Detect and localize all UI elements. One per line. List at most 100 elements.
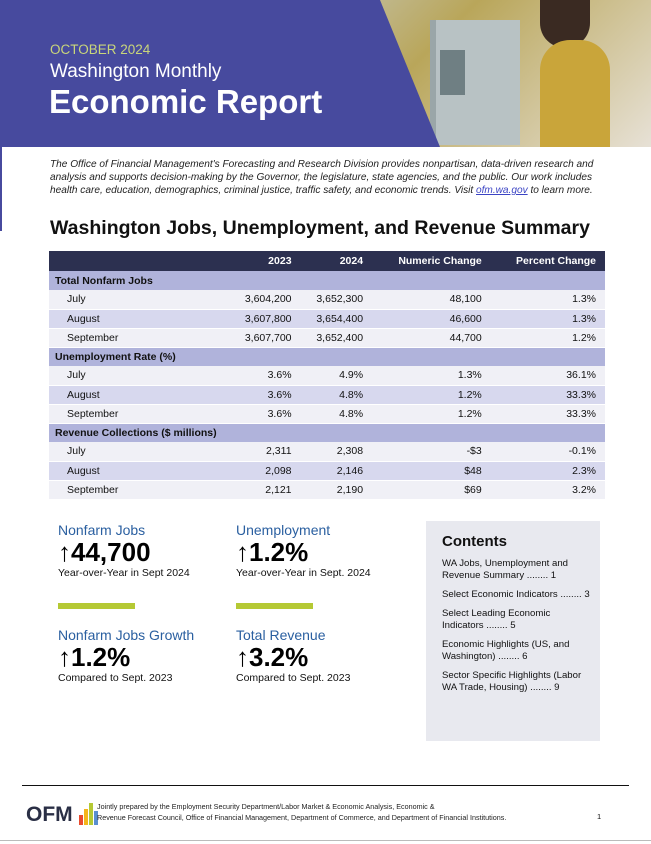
cell: 3.6% [229,385,301,405]
stat-value: ↑1.2% [236,537,309,567]
row-label: July [49,442,229,462]
cell: 2,146 [300,461,373,481]
contents-item-page: 1 [550,570,557,581]
cell: $69 [372,480,491,500]
table-row: September 3,607,700 3,652,400 44,700 1.2% [49,328,605,348]
cell: 33.3% [490,404,605,424]
ofm-logo-bars-icon [79,801,99,825]
stat-value: ↑1.2% [58,642,131,672]
cell: 2.3% [490,461,605,481]
cell: 2,311 [229,442,301,462]
group-row: Unemployment Rate (%) [49,347,605,366]
cell: 1.2% [490,328,605,348]
column-header [49,251,229,271]
intro-text: The Office of Financial Management's For… [50,159,594,196]
cell: -0.1% [490,442,605,462]
cell: -$3 [372,442,491,462]
stat-caption: Year-over-Year in Sept. 2024 [236,567,371,579]
stat-value: ↑44,700 [58,537,151,567]
stat-label: Nonfarm Jobs Growth [58,627,195,643]
report-subtitle: Washington Monthly [50,61,222,82]
cell: 33.3% [490,385,605,405]
cell: 3.6% [229,366,301,386]
table-row: August 3.6% 4.8% 1.2% 33.3% [49,385,605,405]
table-row: August 3,607,800 3,654,400 46,600 1.3% [49,309,605,329]
cell: 2,308 [300,442,373,462]
left-accent-line [0,147,2,231]
column-header: Percent Change [490,251,605,271]
row-label: July [49,290,229,310]
accent-bar [236,603,313,609]
intro-paragraph: The Office of Financial Management's For… [50,158,610,197]
cell: 4.8% [300,404,373,424]
accent-bar [58,603,135,609]
table-row: September 2,121 2,190 $69 3.2% [49,480,605,500]
footer-line-1: Jointly prepared by the Employment Secur… [97,802,435,811]
cell: 1.2% [372,404,491,424]
row-label: September [49,328,229,348]
table-row: August 2,098 2,146 $48 2.3% [49,461,605,481]
cell: 2,190 [300,480,373,500]
cell: 3.2% [490,480,605,500]
stat-value: ↑3.2% [236,642,309,672]
row-label: August [49,461,229,481]
atm-screen-image [440,50,465,95]
group-label: Unemployment Rate (%) [49,347,605,366]
contents-item[interactable]: Select Economic Indicators ........ 3 [442,589,590,600]
ofm-logo: OFM [26,803,73,826]
row-label: September [49,404,229,424]
contents-title: Contents [442,533,507,550]
group-label: Total Nonfarm Jobs [49,271,605,290]
stat-label: Nonfarm Jobs [58,522,146,538]
table-row: September 3.6% 4.8% 1.2% 33.3% [49,404,605,424]
stat-label: Unemployment [236,522,331,538]
cell: 46,600 [372,309,491,329]
contents-item[interactable]: Sector Specific Highlights (Labor WA Tra… [442,670,582,693]
contents-item[interactable]: WA Jobs, Unemployment and Revenue Summar… [442,558,569,581]
cell: 2,098 [229,461,301,481]
column-header: 2023 [229,251,301,271]
stat-label: Total Revenue [236,627,326,643]
cell: 48,100 [372,290,491,310]
page-number: 1 [597,812,602,821]
header-banner [0,0,440,147]
contents-box: Contents WA Jobs, Unemployment and Reven… [426,521,600,741]
cell: 3,654,400 [300,309,373,329]
cell: 1.3% [490,309,605,329]
contents-item-page: 6 [522,651,528,662]
contents-item-label: Select Economic Indicators [442,589,558,600]
contents-item-page: 3 [584,589,590,600]
cell: 3,652,400 [300,328,373,348]
cell: 1.3% [372,366,491,386]
cell: $48 [372,461,491,481]
cell: 2,121 [229,480,301,500]
stat-card: Unemployment ↑1.2% Year-over-Year in Sept.… [236,522,371,579]
contents-item-label: WA Jobs, Unemployment and Revenue Summar… [442,558,569,581]
contents-item-page: 9 [554,682,560,693]
group-label: Revenue Collections ($ millions) [49,423,605,442]
contents-item[interactable]: Economic Highlights (US, and Washington)… [442,639,570,662]
table-row: July 3,604,200 3,652,300 48,100 1.3% [49,290,605,310]
stat-caption: Compared to Sept. 2023 [236,672,351,684]
table-row: July 3.6% 4.9% 1.3% 36.1% [49,366,605,386]
footer-divider [22,785,629,786]
footer-text: Jointly prepared by the Employment Secur… [97,801,506,823]
cell: 3,604,200 [229,290,301,310]
intro-text-after: to learn more. [527,185,593,196]
table-row: July 2,311 2,308 -$3 -0.1% [49,442,605,462]
report-month: OCTOBER 2024 [50,42,151,57]
contents-item[interactable]: Select Leading Economic Indicators .....… [442,608,551,631]
contents-item-page: 5 [510,620,516,631]
column-header: Numeric Change [372,251,491,271]
footer-line-2: Revenue Forecast Council, Office of Fina… [97,813,507,822]
row-label: July [49,366,229,386]
summary-title: Washington Jobs, Unemployment, and Reven… [50,217,590,239]
stat-caption: Year-over-Year in Sept 2024 [58,567,190,579]
cell: 1.3% [490,290,605,310]
group-row: Total Nonfarm Jobs [49,271,605,290]
contents-item-label: Economic Highlights (US, and Washington) [442,639,570,662]
group-row: Revenue Collections ($ millions) [49,423,605,442]
cell: 3,607,700 [229,328,301,348]
cell: 3.6% [229,404,301,424]
ofm-link[interactable]: ofm.wa.gov [476,185,528,196]
